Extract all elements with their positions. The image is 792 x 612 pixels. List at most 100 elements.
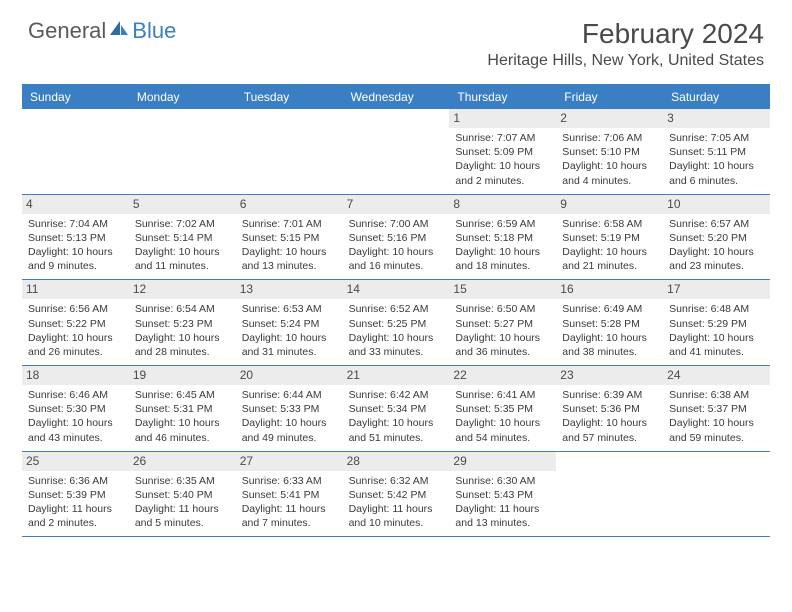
day-details: Sunrise: 7:02 AMSunset: 5:14 PMDaylight:… [135, 217, 230, 274]
sunset-line: Sunset: 5:39 PM [28, 488, 123, 502]
sunset-line: Sunset: 5:11 PM [669, 145, 764, 159]
sunset-line: Sunset: 5:09 PM [455, 145, 550, 159]
calendar-cell: 19Sunrise: 6:45 AMSunset: 5:31 PMDayligh… [129, 366, 236, 451]
calendar-cell: 17Sunrise: 6:48 AMSunset: 5:29 PMDayligh… [663, 280, 770, 365]
calendar-week: 18 Sunrise: 6:46 AMSunset: 5:30 PMDayligh… [22, 366, 770, 452]
daylight-line: Daylight: 10 hours and 57 minutes. [562, 416, 657, 444]
day-details: Sunrise: 6:59 AMSunset: 5:18 PMDaylight:… [455, 217, 550, 274]
calendar-cell: 18 Sunrise: 6:46 AMSunset: 5:30 PMDayligh… [22, 366, 129, 451]
day-details: Sunrise: 6:33 AMSunset: 5:41 PMDaylight:… [242, 474, 337, 531]
sunset-line: Sunset: 5:15 PM [242, 231, 337, 245]
daylight-line: Daylight: 10 hours and 51 minutes. [349, 416, 444, 444]
sunset-line: Sunset: 5:13 PM [28, 231, 123, 245]
day-number: 29 [449, 452, 556, 471]
sunset-line: Sunset: 5:27 PM [455, 317, 550, 331]
day-number: 19 [129, 366, 236, 385]
day-details: Sunrise: 7:05 AMSunset: 5:11 PMDaylight:… [669, 131, 764, 188]
calendar-cell: 15Sunrise: 6:50 AMSunset: 5:27 PMDayligh… [449, 280, 556, 365]
day-of-week-header: Sunday Monday Tuesday Wednesday Thursday… [22, 86, 770, 109]
calendar-cell: 21Sunrise: 6:42 AMSunset: 5:34 PMDayligh… [343, 366, 450, 451]
calendar-cell: 2Sunrise: 7:06 AMSunset: 5:10 PMDaylight… [556, 109, 663, 194]
daylight-line: Daylight: 10 hours and 43 minutes. [28, 416, 123, 444]
calendar-cell: 20Sunrise: 6:44 AMSunset: 5:33 PMDayligh… [236, 366, 343, 451]
daylight-line: Daylight: 10 hours and 6 minutes. [669, 159, 764, 187]
daylight-line: Daylight: 11 hours and 10 minutes. [349, 502, 444, 530]
sunset-line: Sunset: 5:40 PM [135, 488, 230, 502]
day-number: 3 [663, 109, 770, 128]
sunset-line: Sunset: 5:28 PM [562, 317, 657, 331]
calendar-cell: 27Sunrise: 6:33 AMSunset: 5:41 PMDayligh… [236, 452, 343, 537]
sunrise-line: Sunrise: 7:07 AM [455, 131, 550, 145]
location-subtitle: Heritage Hills, New York, United States [487, 52, 764, 70]
calendar-cell: 26 Sunrise: 6:35 AMSunset: 5:40 PMDayligh… [129, 452, 236, 537]
sunset-line: Sunset: 5:14 PM [135, 231, 230, 245]
day-details: Sunrise: 7:07 AMSunset: 5:09 PMDaylight:… [455, 131, 550, 188]
daylight-line: Daylight: 10 hours and 26 minutes. [28, 331, 123, 359]
calendar-cell: 16Sunrise: 6:49 AMSunset: 5:28 PMDayligh… [556, 280, 663, 365]
daylight-line: Daylight: 10 hours and 59 minutes. [669, 416, 764, 444]
calendar-cell: 11Sunrise: 6:56 AMSunset: 5:22 PMDayligh… [22, 280, 129, 365]
sunrise-line: Sunrise: 6:49 AM [562, 302, 657, 316]
calendar-cell [556, 452, 663, 537]
daylight-line: Daylight: 11 hours and 7 minutes. [242, 502, 337, 530]
sunrise-line: Sunrise: 6:57 AM [669, 217, 764, 231]
sunrise-line: Sunrise: 6:53 AM [242, 302, 337, 316]
dow-saturday: Saturday [663, 86, 770, 109]
sunrise-line: Sunrise: 6:35 AM [135, 474, 230, 488]
dow-tuesday: Tuesday [236, 86, 343, 109]
logo-text-general: General [28, 18, 106, 44]
day-details: Sunrise: 6:30 AMSunset: 5:43 PMDaylight:… [455, 474, 550, 531]
day-details: Sunrise: 6:58 AMSunset: 5:19 PMDaylight:… [562, 217, 657, 274]
daylight-line: Daylight: 11 hours and 13 minutes. [455, 502, 550, 530]
sunrise-line: Sunrise: 6:32 AM [349, 474, 444, 488]
logo-text-blue: Blue [132, 18, 176, 44]
sunset-line: Sunset: 5:35 PM [455, 402, 550, 416]
day-number: 11 [22, 280, 129, 299]
day-number: 10 [663, 195, 770, 214]
day-details: Sunrise: 7:04 AMSunset: 5:13 PMDaylight:… [28, 217, 123, 274]
calendar-cell [236, 109, 343, 194]
dow-wednesday: Wednesday [343, 86, 450, 109]
calendar-cell: 1Sunrise: 7:07 AMSunset: 5:09 PMDaylight… [449, 109, 556, 194]
sunset-line: Sunset: 5:31 PM [135, 402, 230, 416]
sunrise-line: Sunrise: 6:39 AM [562, 388, 657, 402]
daylight-line: Daylight: 10 hours and 31 minutes. [242, 331, 337, 359]
sunset-line: Sunset: 5:16 PM [349, 231, 444, 245]
sunrise-line: Sunrise: 6:44 AM [242, 388, 337, 402]
day-number: 8 [449, 195, 556, 214]
daylight-line: Daylight: 10 hours and 33 minutes. [349, 331, 444, 359]
calendar-cell: 28Sunrise: 6:32 AMSunset: 5:42 PMDayligh… [343, 452, 450, 537]
day-number: 13 [236, 280, 343, 299]
day-details: Sunrise: 6:35 AMSunset: 5:40 PMDaylight:… [135, 474, 230, 531]
daylight-line: Daylight: 10 hours and 4 minutes. [562, 159, 657, 187]
daylight-line: Daylight: 10 hours and 38 minutes. [562, 331, 657, 359]
calendar-cell: 7Sunrise: 7:00 AMSunset: 5:16 PMDaylight… [343, 195, 450, 280]
logo: General Blue [28, 18, 176, 44]
daylight-line: Daylight: 10 hours and 18 minutes. [455, 245, 550, 273]
daylight-line: Daylight: 11 hours and 5 minutes. [135, 502, 230, 530]
day-number: 21 [343, 366, 450, 385]
day-number: 26 [129, 452, 236, 471]
sunset-line: Sunset: 5:30 PM [28, 402, 123, 416]
day-number: 17 [663, 280, 770, 299]
sunrise-line: Sunrise: 7:02 AM [135, 217, 230, 231]
calendar-cell: 6 Sunrise: 7:01 AMSunset: 5:15 PMDaylight… [236, 195, 343, 280]
sunrise-line: Sunrise: 7:05 AM [669, 131, 764, 145]
sunrise-line: Sunrise: 6:50 AM [455, 302, 550, 316]
calendar-body: 1Sunrise: 7:07 AMSunset: 5:09 PMDaylight… [22, 109, 770, 537]
day-details: Sunrise: 6:50 AMSunset: 5:27 PMDaylight:… [455, 302, 550, 359]
day-number: 18 [22, 366, 129, 385]
sunset-line: Sunset: 5:25 PM [349, 317, 444, 331]
day-details: Sunrise: 6:46 AMSunset: 5:30 PMDaylight:… [28, 388, 123, 445]
day-details: Sunrise: 7:01 AMSunset: 5:15 PMDaylight:… [242, 217, 337, 274]
day-details: Sunrise: 6:44 AMSunset: 5:33 PMDaylight:… [242, 388, 337, 445]
calendar-cell: 5 Sunrise: 7:02 AMSunset: 5:14 PMDaylight… [129, 195, 236, 280]
sunrise-line: Sunrise: 6:59 AM [455, 217, 550, 231]
dow-thursday: Thursday [449, 86, 556, 109]
sunrise-line: Sunrise: 6:54 AM [135, 302, 230, 316]
day-number: 6 [236, 195, 343, 214]
calendar-week: 11Sunrise: 6:56 AMSunset: 5:22 PMDayligh… [22, 280, 770, 366]
sunset-line: Sunset: 5:36 PM [562, 402, 657, 416]
day-number: 5 [129, 195, 236, 214]
sunset-line: Sunset: 5:41 PM [242, 488, 337, 502]
